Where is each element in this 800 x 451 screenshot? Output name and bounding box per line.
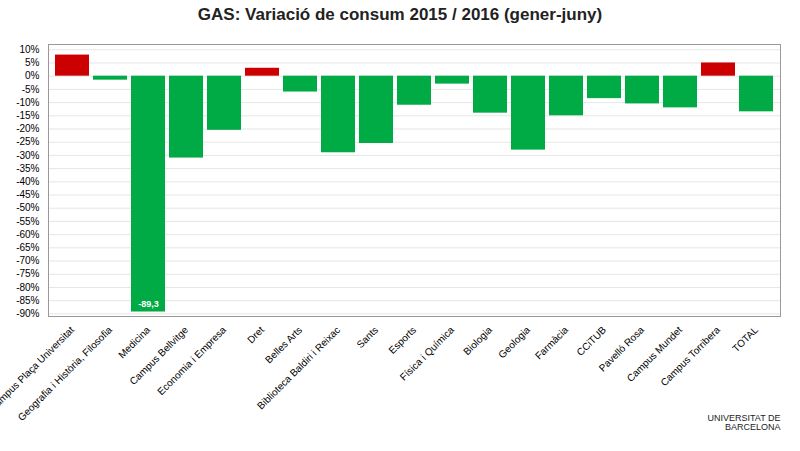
svg-text:-25%: -25%: [16, 136, 39, 147]
svg-text:Biblioteca Baldiri i Reixac: Biblioteca Baldiri i Reixac: [255, 324, 342, 411]
svg-text:Sants: Sants: [354, 324, 380, 350]
svg-text:-20%: -20%: [16, 123, 39, 134]
svg-text:Esports: Esports: [386, 324, 418, 356]
svg-text:-75%: -75%: [16, 268, 39, 279]
svg-text:-50%: -50%: [16, 202, 39, 213]
svg-text:-35%: -35%: [16, 163, 39, 174]
svg-text:Medicina: Medicina: [116, 324, 152, 360]
svg-text:-55%: -55%: [16, 216, 39, 227]
svg-text:Economia i Empresa: Economia i Empresa: [155, 324, 228, 397]
svg-text:Pavelló Rosa: Pavelló Rosa: [596, 324, 647, 374]
svg-text:-70%: -70%: [16, 255, 39, 266]
svg-text:Biologia: Biologia: [461, 324, 494, 357]
svg-text:CCiTUB: CCiTUB: [574, 324, 608, 358]
svg-text:Campus Bellvitge: Campus Bellvitge: [127, 324, 191, 387]
svg-text:5%: 5%: [25, 57, 40, 68]
svg-text:-85%: -85%: [16, 295, 39, 306]
svg-text:0%: 0%: [25, 70, 40, 81]
svg-text:-30%: -30%: [16, 150, 39, 161]
svg-text:UNIVERSITAT DEBARCELONA: UNIVERSITAT DEBARCELONA: [707, 413, 780, 432]
svg-text:Dret: Dret: [245, 324, 266, 345]
svg-text:-10%: -10%: [16, 97, 39, 108]
svg-text:Farmàcia: Farmàcia: [533, 324, 571, 362]
svg-text:Geografia i Història, Filosofi: Geografia i Història, Filosofia: [16, 324, 115, 423]
svg-text:-15%: -15%: [16, 110, 39, 121]
svg-text:Campus Mundet: Campus Mundet: [624, 324, 685, 384]
svg-text:-65%: -65%: [16, 242, 39, 253]
svg-text:Geologia: Geologia: [496, 324, 532, 360]
svg-text:-60%: -60%: [16, 229, 39, 240]
svg-text:-80%: -80%: [16, 282, 39, 293]
svg-text:Física i Química: Física i Química: [398, 324, 457, 383]
svg-text:-40%: -40%: [16, 176, 39, 187]
svg-text:Campus Torribera: Campus Torribera: [658, 324, 722, 388]
svg-text:Belles Arts: Belles Arts: [263, 324, 305, 366]
svg-text:10%: 10%: [19, 44, 39, 55]
svg-text:-90%: -90%: [16, 308, 39, 319]
svg-text:-45%: -45%: [16, 189, 39, 200]
svg-text:-5%: -5%: [22, 84, 40, 95]
svg-text:-89,3: -89,3: [138, 299, 159, 309]
html-text:GAS: Variació de consum 2015 /: GAS: Variació de consum 2015 / 2016 (gen…: [197, 5, 603, 24]
svg-text:TOTAL: TOTAL: [730, 324, 760, 354]
